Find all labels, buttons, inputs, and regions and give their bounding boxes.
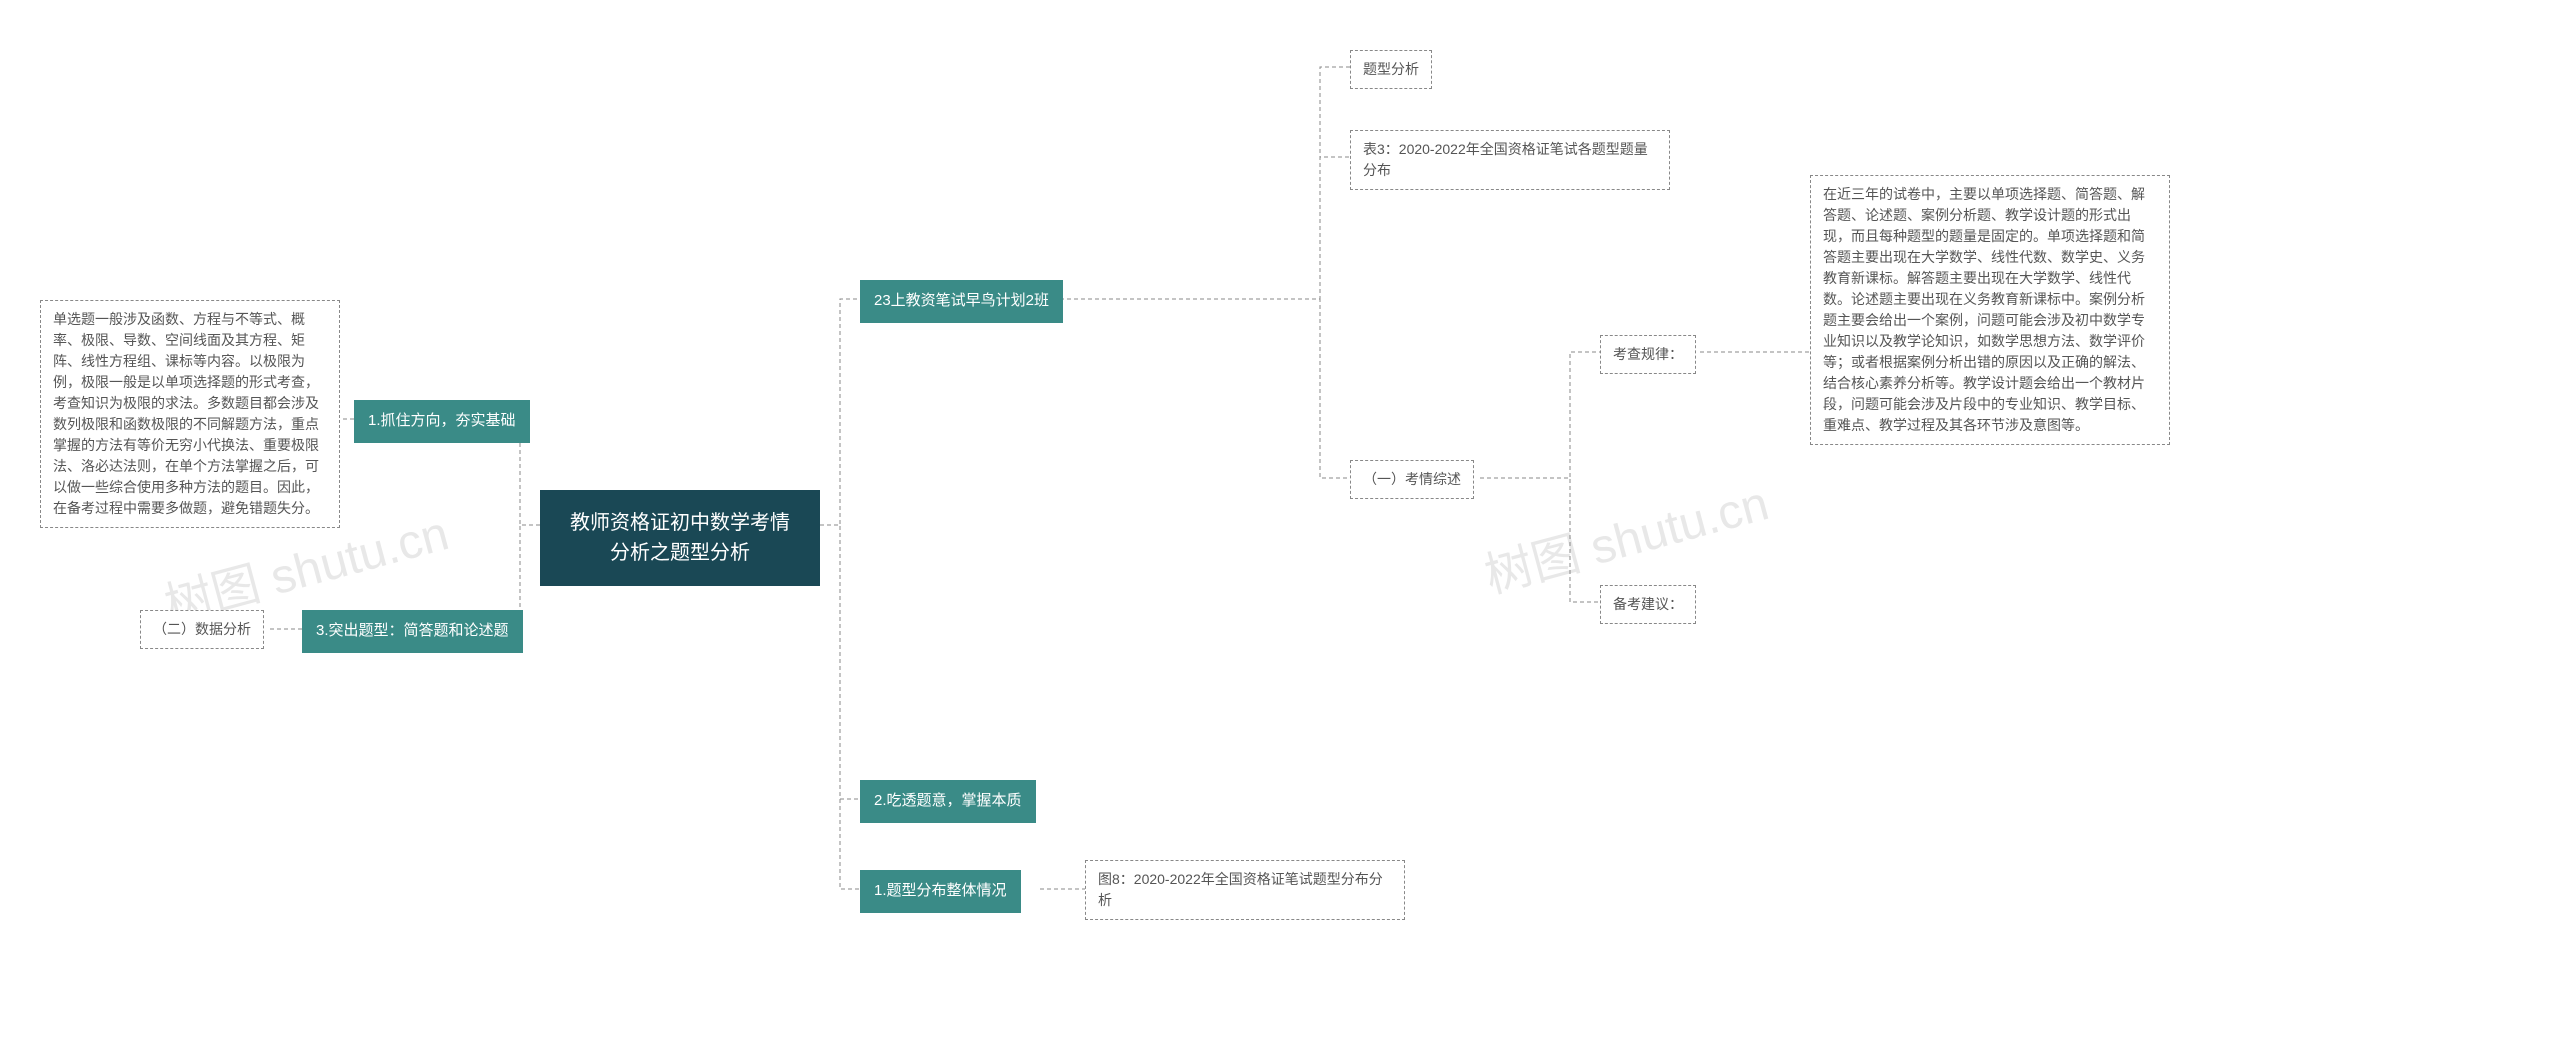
right-leaf-1a: 题型分析 bbox=[1350, 50, 1432, 89]
right-leaf-1c1: 考查规律： bbox=[1600, 335, 1696, 374]
right-branch-3: 1.题型分布整体情况 bbox=[860, 870, 1021, 913]
left-leaf-1: 单选题一般涉及函数、方程与不等式、概率、极限、导数、空间线面及其方程、矩阵、线性… bbox=[40, 300, 340, 528]
root-line2: 分析之题型分析 bbox=[562, 538, 798, 568]
right-leaf-1c: （一）考情综述 bbox=[1350, 460, 1474, 499]
right-leaf-3a: 图8：2020-2022年全国资格证笔试题型分布分析 bbox=[1085, 860, 1405, 920]
right-leaf-1c1-detail: 在近三年的试卷中，主要以单项选择题、简答题、解答题、论述题、案例分析题、教学设计… bbox=[1810, 175, 2170, 445]
left-leaf-2: （二）数据分析 bbox=[140, 610, 264, 649]
right-branch-1: 23上教资笔试早鸟计划2班 bbox=[860, 280, 1063, 323]
right-leaf-1c2: 备考建议： bbox=[1600, 585, 1696, 624]
left-branch-2: 3.突出题型：简答题和论述题 bbox=[302, 610, 523, 653]
right-leaf-1b: 表3：2020-2022年全国资格证笔试各题型题量分布 bbox=[1350, 130, 1670, 190]
root-node: 教师资格证初中数学考情 分析之题型分析 bbox=[540, 490, 820, 586]
root-line1: 教师资格证初中数学考情 bbox=[562, 508, 798, 538]
left-branch-1: 1.抓住方向，夯实基础 bbox=[354, 400, 530, 443]
right-branch-2: 2.吃透题意，掌握本质 bbox=[860, 780, 1036, 823]
